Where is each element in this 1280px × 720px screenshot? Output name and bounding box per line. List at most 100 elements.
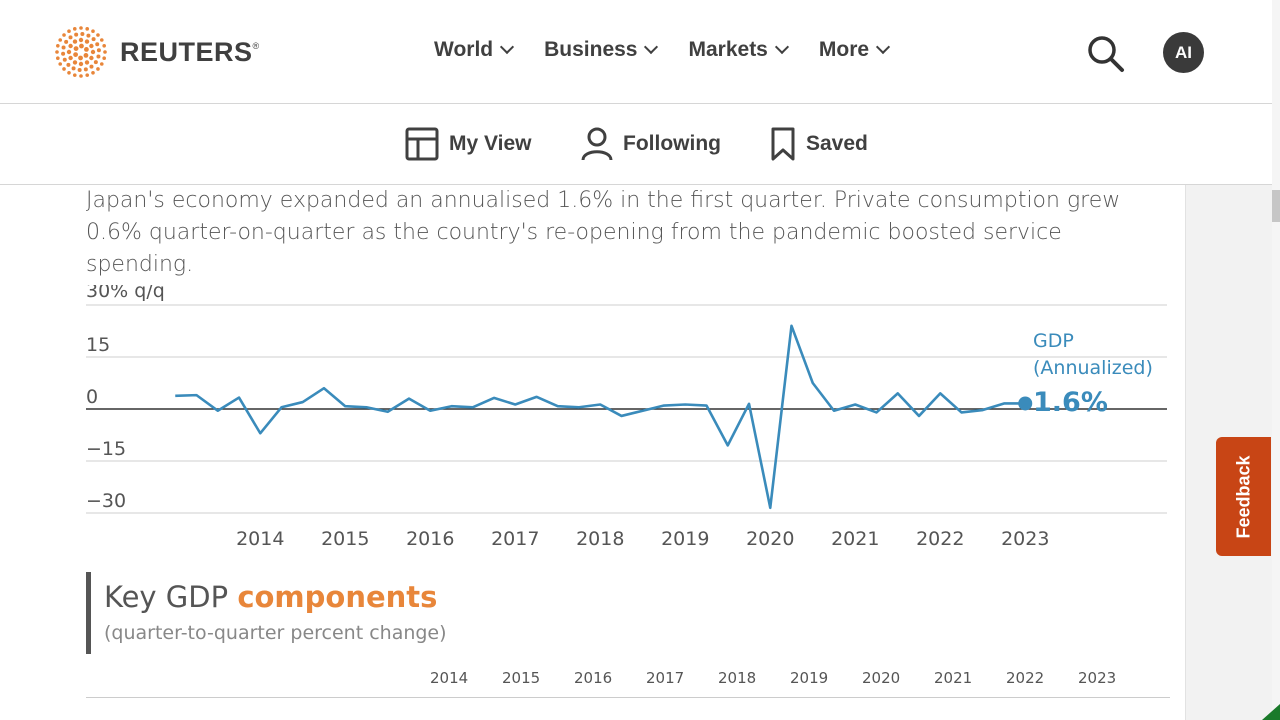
avatar[interactable]: AI [1163, 32, 1204, 73]
feedback-button[interactable]: Feedback [1216, 437, 1271, 556]
x-tick-label: 2016 [406, 528, 454, 550]
logo-dot [78, 61, 84, 67]
logo-dot [72, 27, 77, 31]
saved-link[interactable]: Saved [770, 127, 868, 161]
logo-dot [90, 49, 96, 55]
bookmark-icon [771, 127, 795, 161]
logo-dot [83, 52, 89, 58]
logo-dot [79, 43, 84, 49]
sub-nav: My View Following Saved [0, 105, 1272, 185]
feedback-label: Feedback [1233, 454, 1253, 539]
year-label: 2023 [1078, 669, 1117, 687]
registered-mark: ® [252, 40, 260, 51]
x-tick-label: 2020 [746, 528, 794, 550]
logo-dot [58, 38, 63, 42]
saved-label: Saved [806, 132, 868, 155]
corner-marker [1262, 704, 1280, 720]
x-tick-label: 2018 [576, 528, 624, 550]
logo-dot [103, 50, 107, 54]
search-icon[interactable] [1086, 34, 1126, 74]
year-label: 2015 [502, 669, 541, 687]
y-tick-label: 0 [86, 386, 98, 408]
logo-dot [55, 50, 59, 54]
x-tick-label: 2019 [661, 528, 709, 550]
logo-dot [77, 67, 82, 72]
logo-dot [66, 49, 72, 55]
logo-dot [72, 39, 78, 44]
article-content: Japan's economy expanded an annualised 1… [0, 185, 1272, 720]
my-view-label: My View [449, 132, 532, 155]
logo-dot [99, 38, 104, 42]
nav-world[interactable]: World [434, 38, 515, 62]
year-label: 2021 [934, 669, 973, 687]
x-tick-label: 2015 [321, 528, 369, 550]
x-tick-label: 2017 [491, 528, 539, 550]
logo-dot [91, 29, 95, 34]
brand-name: REUTERS [120, 36, 253, 67]
nav-business[interactable]: Business [544, 38, 659, 62]
logo-dot [102, 56, 106, 61]
layout-icon [405, 127, 439, 161]
logo-dot [79, 26, 83, 30]
x-tick-label: 2023 [1001, 528, 1049, 550]
logo-dot [61, 51, 66, 56]
logo-dot [72, 73, 77, 77]
logo-dot [78, 55, 83, 61]
year-label: 2016 [574, 669, 613, 687]
logo-dot [64, 39, 69, 44]
logo-dot [62, 67, 66, 71]
logo-dot [102, 43, 106, 48]
x-tick-label: 2022 [916, 528, 964, 550]
logo-dot [68, 43, 73, 49]
key-title-plain: Key GDP [104, 580, 238, 614]
divider [86, 697, 1170, 698]
logo-dot [93, 60, 98, 65]
reuters-logo[interactable]: REUTERS® [54, 26, 260, 78]
gdp-series-line [175, 324, 1026, 510]
following-link[interactable]: Following [581, 127, 721, 161]
main-nav: World Business Markets More [434, 38, 891, 62]
x-tick-label: 2021 [831, 528, 879, 550]
logo-dot [62, 57, 67, 62]
nav-more[interactable]: More [819, 38, 891, 62]
page-scrollbar[interactable] [1272, 0, 1280, 720]
x-tick-label: 2014 [236, 528, 284, 550]
logo-dot [74, 32, 79, 37]
scrollbar-thumb[interactable] [1272, 190, 1280, 222]
year-label: 2019 [790, 669, 829, 687]
logo-dot [96, 67, 100, 71]
latest-value-label: 1.6% [1033, 387, 1108, 418]
y-tick-label: −15 [86, 438, 126, 460]
chevron-down-icon [875, 39, 891, 55]
logo-dot [85, 73, 90, 77]
components-year-axis: 2014 2015 2016 2017 2018 2019 2020 2021 … [0, 669, 1185, 699]
following-label: Following [623, 132, 721, 155]
logo-dot [84, 47, 89, 52]
logo-dot [73, 46, 79, 52]
chevron-down-icon [774, 39, 789, 55]
series-label-sub: (Annualized) [1033, 357, 1153, 379]
my-view-link[interactable]: My View [405, 127, 531, 161]
logo-dot [85, 27, 90, 31]
logo-dot [84, 39, 90, 44]
logo-dot [78, 37, 84, 43]
year-label: 2017 [646, 669, 685, 687]
nav-markets[interactable]: Markets [688, 38, 789, 62]
key-components-heading: Key GDP components (quarter-to-quarter p… [86, 572, 447, 654]
logo-dot [99, 62, 104, 66]
key-subtitle: (quarter-to-quarter percent change) [104, 622, 447, 644]
logo-dot [68, 55, 73, 61]
logo-dot [72, 60, 78, 65]
logo-dot [96, 33, 100, 37]
year-label: 2020 [862, 669, 901, 687]
article-intro: Japan's economy expanded an annualised 1… [86, 188, 1121, 277]
logo-dot [89, 55, 94, 61]
logo-dot [84, 60, 90, 65]
logo-dot [58, 62, 63, 66]
logo-dot [73, 52, 78, 57]
logo-dot [96, 54, 101, 59]
logo-dot [95, 42, 100, 47]
y-tick-label: −30 [86, 490, 126, 512]
year-label: 2022 [1006, 669, 1045, 687]
logo-dot [96, 48, 101, 53]
